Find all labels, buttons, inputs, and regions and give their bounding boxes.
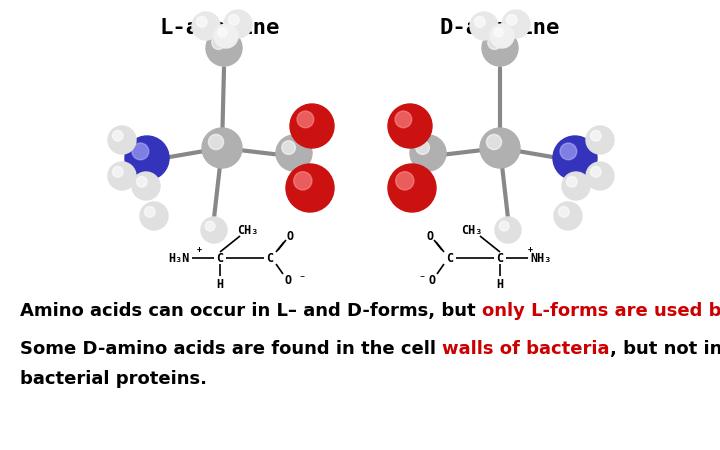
Circle shape [192,12,220,40]
Circle shape [286,164,334,212]
Circle shape [553,136,597,180]
Circle shape [396,172,414,190]
Text: C: C [496,252,503,265]
Circle shape [145,207,155,217]
Text: C: C [446,252,454,265]
Text: only L-forms are used by cells: only L-forms are used by cells [482,302,720,320]
Circle shape [559,207,569,217]
Text: H₃N: H₃N [168,252,190,265]
Circle shape [494,28,503,37]
Text: CH₃: CH₃ [462,224,482,237]
Text: ⁻: ⁻ [298,274,305,287]
Text: walls of bacteria: walls of bacteria [442,340,610,358]
Circle shape [212,36,225,50]
Circle shape [214,24,238,48]
Circle shape [137,176,147,187]
Text: NH₃: NH₃ [530,252,552,265]
Text: L-alanine: L-alanine [160,18,280,38]
Circle shape [395,111,412,128]
Text: Amino acids can occur in L– and D-forms, but: Amino acids can occur in L– and D-forms,… [20,302,482,320]
Text: +: + [197,246,202,255]
Circle shape [470,12,498,40]
Circle shape [502,10,530,38]
Circle shape [586,126,614,154]
Circle shape [125,136,169,180]
Circle shape [562,172,590,200]
Circle shape [108,126,136,154]
Circle shape [294,172,312,190]
Text: H: H [496,278,503,291]
Circle shape [228,14,239,25]
Circle shape [132,143,149,160]
Text: C: C [266,252,274,265]
Circle shape [410,135,446,171]
Circle shape [208,135,224,149]
Text: ⁻: ⁻ [418,274,425,287]
Circle shape [132,172,160,200]
Circle shape [140,202,168,230]
Circle shape [205,221,215,231]
Circle shape [197,17,207,27]
Circle shape [218,28,227,37]
Circle shape [590,166,601,177]
Text: , but not in: , but not in [610,340,720,358]
Circle shape [590,130,601,141]
Circle shape [490,24,514,48]
Circle shape [388,104,432,148]
Circle shape [224,10,252,38]
Circle shape [474,17,485,27]
Text: bacterial proteins.: bacterial proteins. [20,370,207,388]
Circle shape [108,162,136,190]
Circle shape [388,164,436,212]
Circle shape [282,141,295,154]
Text: O: O [287,230,294,243]
Circle shape [567,176,577,187]
Circle shape [201,217,227,243]
Circle shape [495,217,521,243]
Circle shape [112,166,123,177]
Circle shape [112,130,123,141]
Text: H: H [217,278,224,291]
Text: D-alanine: D-alanine [440,18,560,38]
Circle shape [297,111,314,128]
Text: O: O [428,274,436,287]
Circle shape [487,36,501,50]
Text: CH₃: CH₃ [238,224,258,237]
Circle shape [586,162,614,190]
Circle shape [560,143,577,160]
Circle shape [480,128,520,168]
Circle shape [415,141,429,154]
Circle shape [554,202,582,230]
Circle shape [487,135,502,149]
Circle shape [482,30,518,66]
Text: O: O [426,230,433,243]
Circle shape [506,14,517,25]
Circle shape [206,30,242,66]
Circle shape [276,135,312,171]
Text: +: + [528,246,533,255]
Text: Some D-amino acids are found in the cell: Some D-amino acids are found in the cell [20,340,442,358]
Text: O: O [284,274,292,287]
Circle shape [499,221,509,231]
Circle shape [290,104,334,148]
Circle shape [202,128,242,168]
Text: C: C [217,252,224,265]
